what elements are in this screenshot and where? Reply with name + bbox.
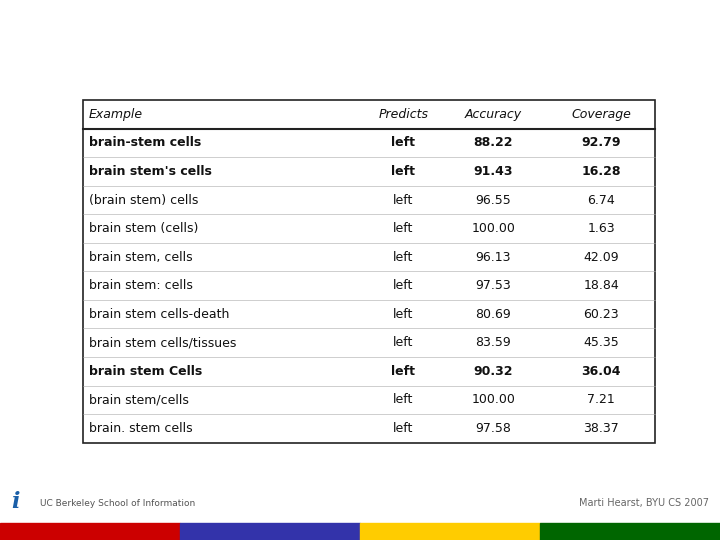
Text: brain stem: cells: brain stem: cells <box>89 279 192 292</box>
Text: 42.09: 42.09 <box>583 251 619 264</box>
Text: i: i <box>12 491 20 513</box>
Bar <box>540 523 720 540</box>
Text: Individual Surface Features Performance: Bio: Individual Surface Features Performance:… <box>13 22 720 50</box>
Text: 97.58: 97.58 <box>475 422 511 435</box>
Text: left: left <box>393 393 413 406</box>
Text: 88.22: 88.22 <box>474 137 513 150</box>
Text: brain stem's cells: brain stem's cells <box>89 165 212 178</box>
Text: Example: Example <box>89 108 143 121</box>
Text: brain stem Cells: brain stem Cells <box>89 365 202 378</box>
Text: 100.00: 100.00 <box>472 222 515 235</box>
Text: brain. stem cells: brain. stem cells <box>89 422 192 435</box>
Text: 80.69: 80.69 <box>475 308 511 321</box>
Text: brain-stem cells: brain-stem cells <box>89 137 201 150</box>
Text: Accuracy: Accuracy <box>464 108 522 121</box>
Text: left: left <box>393 279 413 292</box>
Text: left: left <box>393 251 413 264</box>
Text: 91.43: 91.43 <box>474 165 513 178</box>
Text: Marti Hearst, BYU CS 2007: Marti Hearst, BYU CS 2007 <box>579 498 709 508</box>
Text: left: left <box>393 308 413 321</box>
Text: 1.63: 1.63 <box>588 222 615 235</box>
Text: 100.00: 100.00 <box>472 393 515 406</box>
Text: 83.59: 83.59 <box>475 336 511 349</box>
Text: brain stem (cells): brain stem (cells) <box>89 222 198 235</box>
Bar <box>0 523 180 540</box>
Text: Coverage: Coverage <box>571 108 631 121</box>
Text: UC Berkeley School of Information: UC Berkeley School of Information <box>40 498 195 508</box>
Text: (brain stem) cells: (brain stem) cells <box>89 193 198 206</box>
Text: 16.28: 16.28 <box>582 165 621 178</box>
Text: left: left <box>391 137 415 150</box>
Bar <box>180 523 360 540</box>
Text: left: left <box>391 165 415 178</box>
Text: 96.55: 96.55 <box>475 193 511 206</box>
Text: 6.74: 6.74 <box>588 193 615 206</box>
Text: left: left <box>393 336 413 349</box>
Text: 7.21: 7.21 <box>588 393 615 406</box>
Text: 36.04: 36.04 <box>582 365 621 378</box>
Text: left: left <box>393 193 413 206</box>
Text: left: left <box>393 422 413 435</box>
Text: brain stem cells-death: brain stem cells-death <box>89 308 229 321</box>
Text: 97.53: 97.53 <box>475 279 511 292</box>
Text: 45.35: 45.35 <box>583 336 619 349</box>
Text: 92.79: 92.79 <box>582 137 621 150</box>
Text: Predicts: Predicts <box>378 108 428 121</box>
Text: 60.23: 60.23 <box>583 308 619 321</box>
Text: left: left <box>393 222 413 235</box>
Bar <box>83 100 655 443</box>
Text: brain stem cells/tissues: brain stem cells/tissues <box>89 336 236 349</box>
Text: brain stem, cells: brain stem, cells <box>89 251 192 264</box>
Text: left: left <box>391 365 415 378</box>
Text: 96.13: 96.13 <box>475 251 511 264</box>
Text: 18.84: 18.84 <box>583 279 619 292</box>
Text: 90.32: 90.32 <box>474 365 513 378</box>
Text: 38.37: 38.37 <box>583 422 619 435</box>
Text: brain stem/cells: brain stem/cells <box>89 393 189 406</box>
Bar <box>360 523 540 540</box>
